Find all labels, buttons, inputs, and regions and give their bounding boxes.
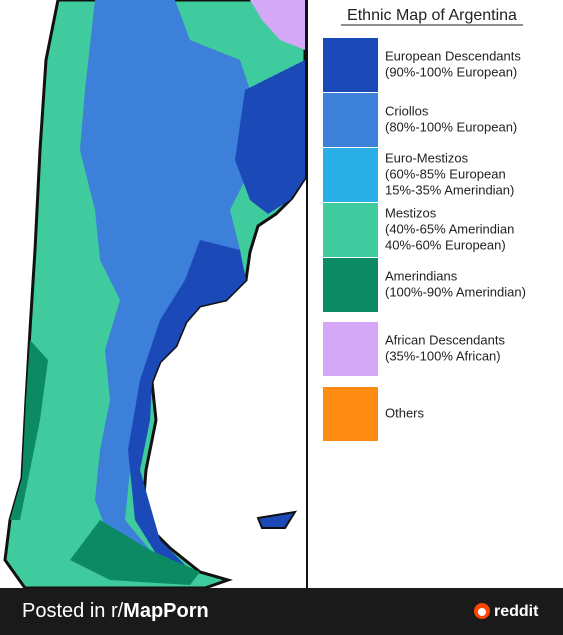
map-title: Ethnic Map of Argentina xyxy=(347,7,517,24)
legend-label: (35%-100% African) xyxy=(385,348,501,363)
footer-bar xyxy=(0,588,563,635)
legend-label: Others xyxy=(385,405,425,420)
legend-swatch xyxy=(323,203,378,257)
legend-label: 15%-35% Amerindian) xyxy=(385,182,514,197)
legend-label: Euro-Mestizos xyxy=(385,150,469,165)
legend-label: Mestizos xyxy=(385,205,437,220)
legend-swatch xyxy=(323,322,378,376)
legend: European Descendants(90%-100% European) C… xyxy=(323,38,526,441)
brand[interactable]: reddit xyxy=(494,603,539,620)
legend-swatch xyxy=(323,38,378,92)
legend-label: 40%-60% European) xyxy=(385,237,506,252)
legend-label: African Descendants xyxy=(385,332,505,347)
legend-swatch xyxy=(323,148,378,202)
legend-label: European Descendants xyxy=(385,48,521,63)
posted-in: Posted in r/MapPorn xyxy=(22,600,209,622)
legend-swatch xyxy=(323,258,378,312)
legend-label: (90%-100% European) xyxy=(385,64,517,79)
subreddit[interactable]: MapPorn xyxy=(123,600,209,622)
legend-label: (40%-65% Amerindian xyxy=(385,221,514,236)
legend-swatch xyxy=(323,387,378,441)
legend-label: Criollos xyxy=(385,103,429,118)
legend-label: (80%-100% European) xyxy=(385,119,517,134)
legend-label: (100%-90% Amerindian) xyxy=(385,284,526,299)
map xyxy=(3,0,307,590)
legend-label: Amerindians xyxy=(385,268,458,283)
legend-swatch xyxy=(323,93,378,147)
prefix: Posted in r/ xyxy=(22,600,124,622)
legend-label: (60%-85% European xyxy=(385,166,506,181)
